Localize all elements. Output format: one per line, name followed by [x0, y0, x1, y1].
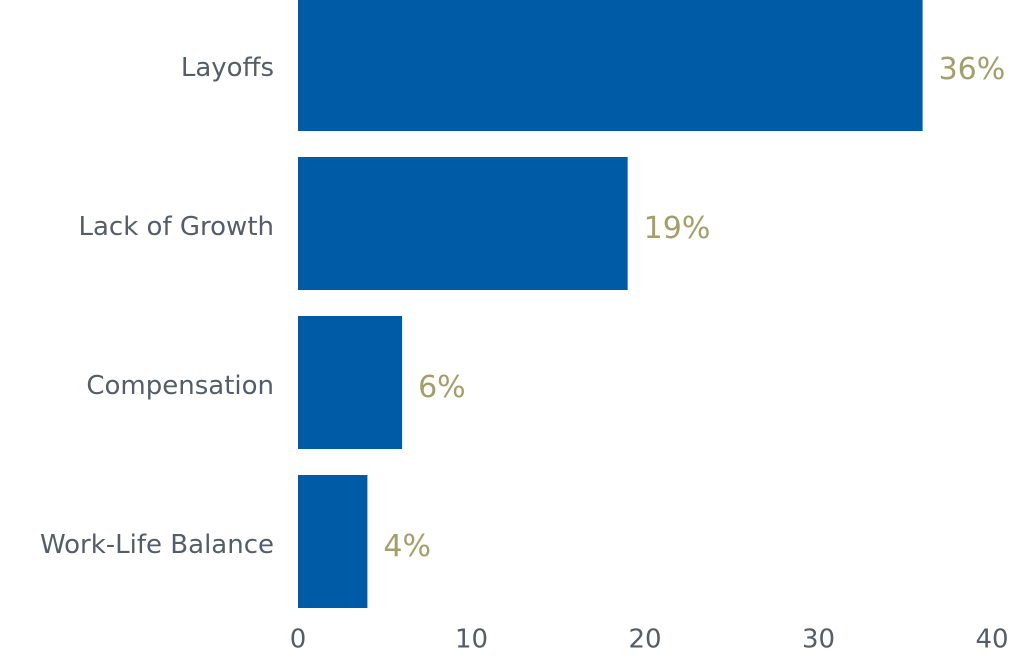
- y-tick-label: Lack of Growth: [79, 212, 274, 242]
- x-tick-label: 20: [628, 625, 661, 655]
- x-tick-label: 0: [290, 625, 307, 655]
- value-label: 36%: [939, 52, 1006, 87]
- y-tick-label: Layoffs: [181, 53, 274, 83]
- bar: [298, 316, 403, 449]
- x-tick-label: 30: [802, 625, 835, 655]
- bar: [298, 157, 628, 290]
- value-label: 19%: [644, 211, 711, 246]
- y-tick-label: Work-Life Balance: [40, 530, 274, 560]
- y-tick-label: Compensation: [86, 371, 274, 401]
- x-tick-label: 40: [975, 625, 1008, 655]
- bar: [298, 0, 923, 131]
- x-tick-label: 10: [455, 625, 488, 655]
- value-label: 4%: [383, 529, 431, 564]
- value-label: 6%: [418, 370, 466, 405]
- bar: [298, 475, 368, 608]
